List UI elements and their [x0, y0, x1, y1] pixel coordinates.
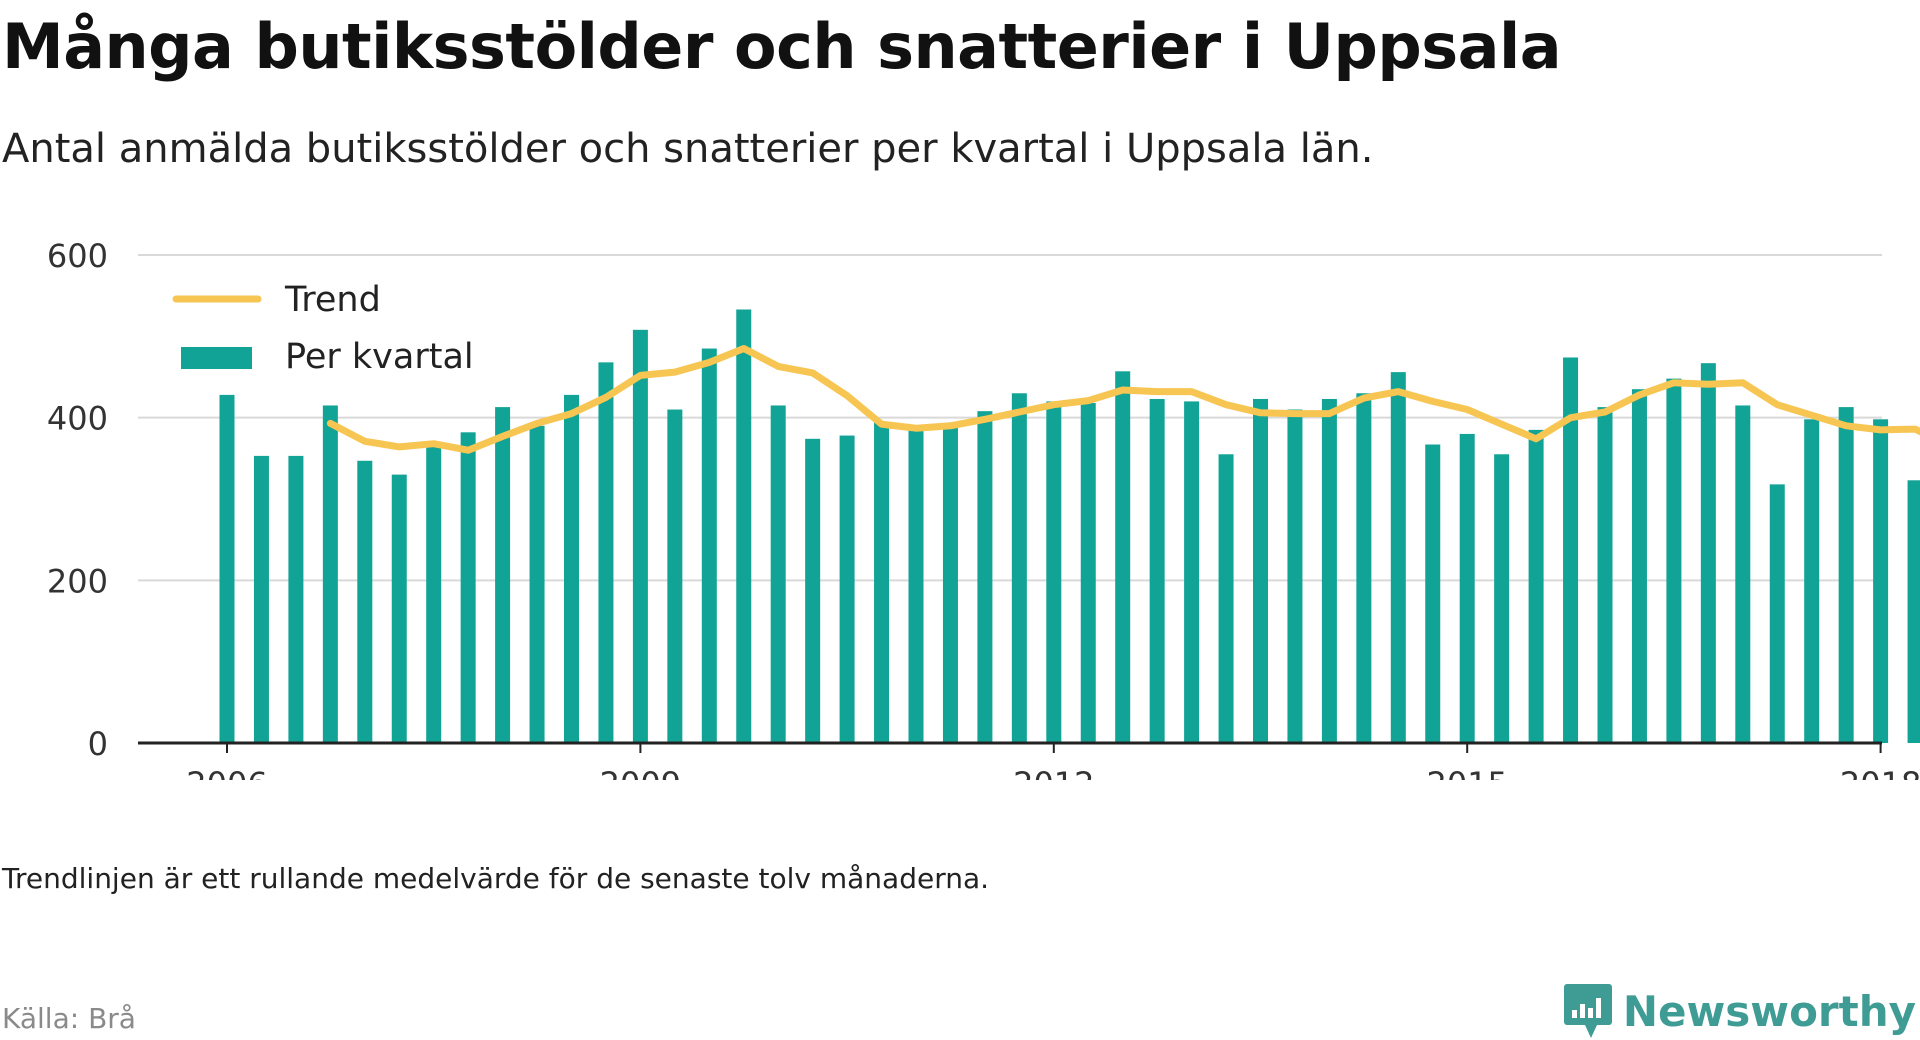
bar [1494, 454, 1510, 743]
bar [701, 348, 717, 743]
chart-title: Många butiksstölder och snatterier i Upp… [2, 10, 1562, 83]
bar [1218, 454, 1234, 743]
bar [598, 362, 614, 743]
bar [770, 405, 786, 743]
bar [1184, 401, 1200, 743]
bar [908, 427, 924, 743]
bar [460, 432, 476, 743]
bar [1253, 398, 1268, 743]
footnote: Trendlinjen är ett rullande medelvärde f… [2, 862, 990, 895]
bar [1287, 409, 1303, 743]
trend-series [326, 345, 1920, 454]
bar [1700, 363, 1716, 743]
bar [1735, 405, 1751, 743]
bar [942, 425, 958, 743]
bar [736, 309, 752, 743]
x-tick-label: 2009 [600, 765, 681, 780]
x-axis: 2006200920122015201820212023 [138, 741, 1920, 780]
brand-name: Newsworthy [1622, 986, 1916, 1036]
bar [1873, 419, 1889, 743]
legend: Trend Per kvartal [172, 280, 474, 377]
trend-line [326, 345, 1920, 454]
x-tick-label: 2015 [1426, 765, 1507, 780]
bar [805, 438, 821, 743]
bar [1046, 401, 1062, 743]
bar [391, 474, 407, 743]
legend-trend-label: Trend [284, 280, 381, 320]
bar [495, 407, 511, 743]
x-tick-label: 2012 [1013, 765, 1094, 780]
y-tick-label: 200 [47, 562, 108, 600]
bar [667, 409, 683, 743]
bar [219, 394, 235, 743]
x-tick-label: 2006 [186, 765, 267, 780]
bar [1080, 403, 1096, 743]
bar [322, 405, 338, 743]
bar [1149, 398, 1165, 743]
bar [253, 455, 269, 743]
bar [1321, 398, 1337, 743]
bar [1838, 407, 1854, 743]
chart-subtitle: Antal anmälda butiksstölder och snatteri… [2, 126, 1374, 172]
legend-bar-label: Per kvartal [285, 337, 474, 377]
brand-logo[interactable]: Newsworthy [1563, 982, 1916, 1040]
bar [839, 435, 855, 743]
bar [977, 411, 993, 743]
bar [1356, 393, 1372, 743]
bar [1528, 429, 1544, 743]
bar [426, 442, 442, 743]
bar [1390, 372, 1406, 743]
bar [357, 460, 373, 743]
bar [632, 329, 648, 743]
newsworthy-logo-icon [1563, 984, 1612, 1038]
y-axis-ticks: 0 200 400 600 [47, 237, 108, 763]
bar [529, 425, 545, 743]
bars [219, 309, 1920, 743]
bar [1115, 371, 1131, 743]
x-tick-label: 2018 [1840, 765, 1920, 780]
bar [1631, 389, 1647, 743]
bar [1804, 419, 1820, 743]
bar [1666, 378, 1682, 743]
legend-bar-swatch [181, 347, 252, 369]
bar [1769, 484, 1785, 743]
bar [564, 394, 579, 743]
bar [1563, 357, 1579, 743]
y-tick-label: 0 [88, 725, 108, 763]
bar [1459, 433, 1475, 743]
bar [1425, 444, 1441, 743]
bar [288, 455, 304, 743]
source-text: Källa: Brå [2, 1002, 136, 1035]
bar [1597, 407, 1613, 743]
bar [1011, 393, 1027, 743]
bar [1907, 480, 1920, 743]
y-tick-label: 400 [47, 400, 108, 438]
y-tick-label: 600 [47, 237, 108, 275]
bar [874, 421, 890, 743]
